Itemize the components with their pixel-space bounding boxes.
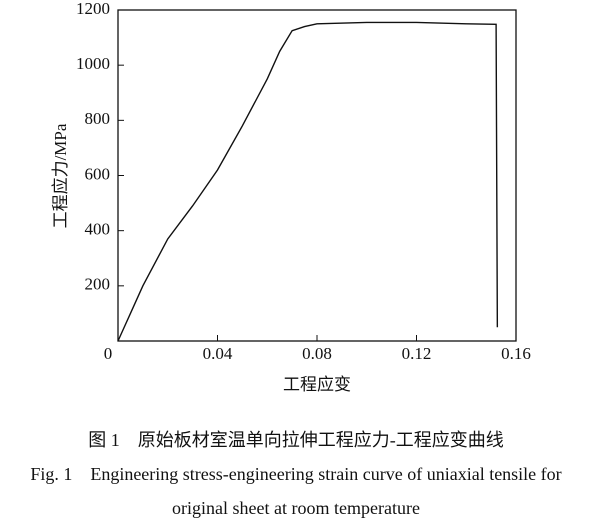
y-tick-label: 800 <box>85 109 111 128</box>
x-tick-label: 0.16 <box>501 344 531 363</box>
y-tick-label: 400 <box>85 220 111 239</box>
caption-en: original sheet at room temperature <box>172 498 420 518</box>
y-tick-label: 1200 <box>76 0 110 18</box>
plot-frame <box>117 9 517 342</box>
curve <box>117 21 499 342</box>
x-axis-label: 工程应变 <box>283 375 351 394</box>
y-tick-label: 1000 <box>76 54 110 73</box>
caption-zh: 图 1 原始板材室温单向拉伸工程应力-工程应变曲线 <box>88 430 504 450</box>
y-tick-label: 200 <box>85 275 111 294</box>
caption-en: Fig. 1 Engineering stress-engineering st… <box>30 464 561 484</box>
x-tick-label: 0.04 <box>203 344 233 363</box>
x-tick-label: 0.08 <box>302 344 332 363</box>
y-axis-label: 工程应力/MPa <box>51 123 70 228</box>
x-tick-label: 0 <box>104 344 113 363</box>
x-tick-label: 0.12 <box>402 344 432 363</box>
y-tick-label: 600 <box>85 164 111 183</box>
